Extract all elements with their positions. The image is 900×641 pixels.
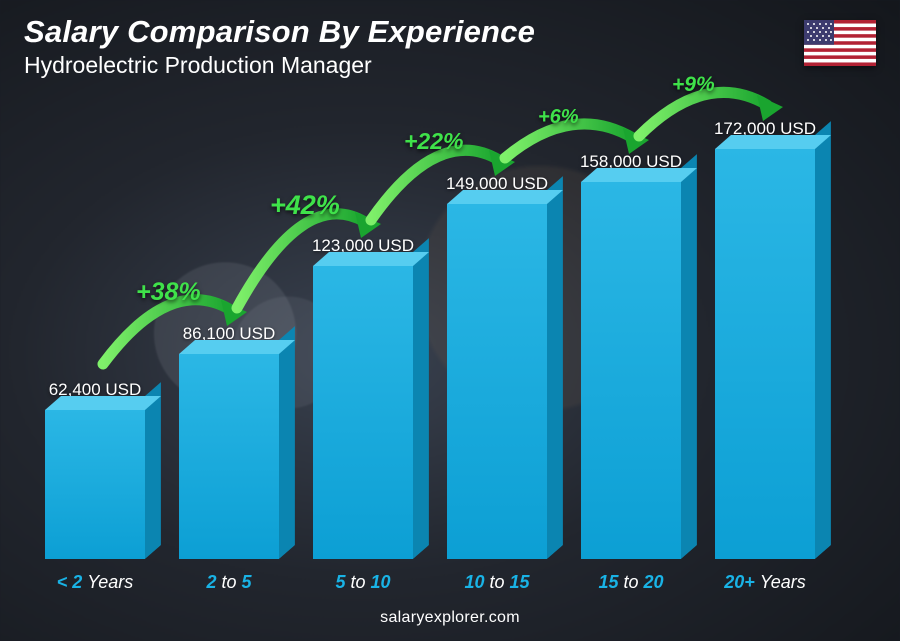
bar-chart: 62,400 USD86,100 USD123,000 USD149,000 U…: [0, 100, 860, 587]
chart-title: Salary Comparison By Experience: [24, 14, 876, 50]
percent-increase-label: +9%: [672, 73, 715, 97]
footer-attribution: salaryexplorer.com: [0, 609, 900, 627]
increase-arrow: [0, 100, 900, 641]
header: Salary Comparison By Experience Hydroele…: [24, 14, 876, 79]
chart-subtitle: Hydroelectric Production Manager: [24, 52, 876, 79]
flag-icon: [804, 20, 876, 66]
